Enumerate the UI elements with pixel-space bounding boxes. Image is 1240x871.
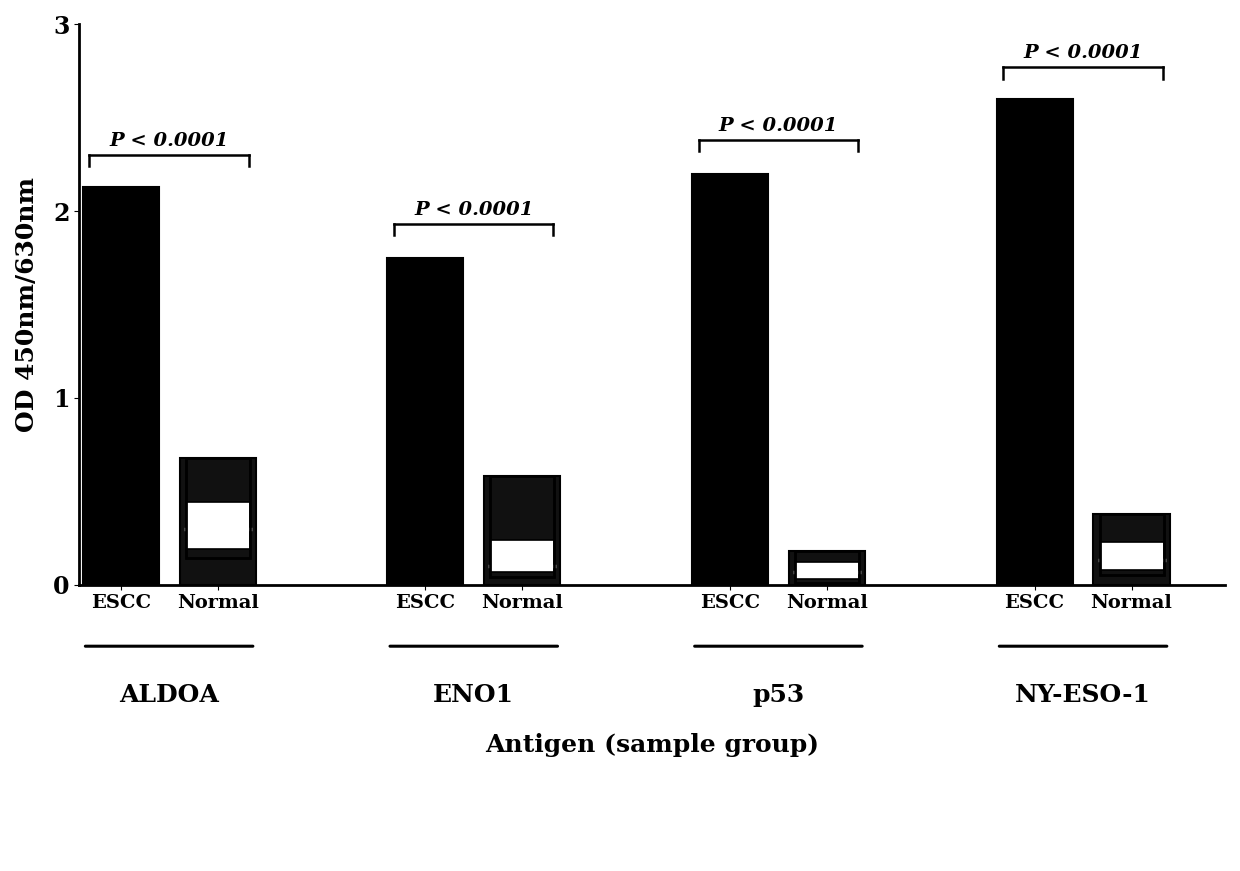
Bar [186, 503, 249, 549]
Bar [1100, 514, 1163, 575]
Text: ENO1: ENO1 [433, 683, 515, 706]
Text: P < 0.0001: P < 0.0001 [1023, 44, 1143, 62]
Bar [484, 476, 560, 584]
Text: ALDOA: ALDOA [119, 683, 219, 706]
Text: P < 0.0001: P < 0.0001 [719, 117, 838, 135]
Bar [490, 476, 554, 577]
Bar [1100, 542, 1163, 570]
Text: p53: p53 [753, 683, 805, 706]
Bar [692, 174, 768, 584]
Bar [180, 457, 255, 584]
Bar [1094, 514, 1169, 584]
Bar [490, 540, 554, 571]
Text: NY-ESO-1: NY-ESO-1 [1016, 683, 1151, 706]
Y-axis label: OD 450nm/630nm: OD 450nm/630nm [15, 177, 38, 432]
Bar [387, 258, 464, 584]
Bar [795, 551, 859, 583]
Bar [789, 551, 866, 584]
Bar [997, 99, 1073, 584]
Text: P < 0.0001: P < 0.0001 [414, 200, 533, 219]
Bar [795, 562, 859, 579]
Text: P < 0.0001: P < 0.0001 [109, 132, 229, 150]
Bar [83, 187, 159, 584]
Text: Antigen (sample group): Antigen (sample group) [485, 733, 820, 757]
Bar [186, 457, 249, 558]
